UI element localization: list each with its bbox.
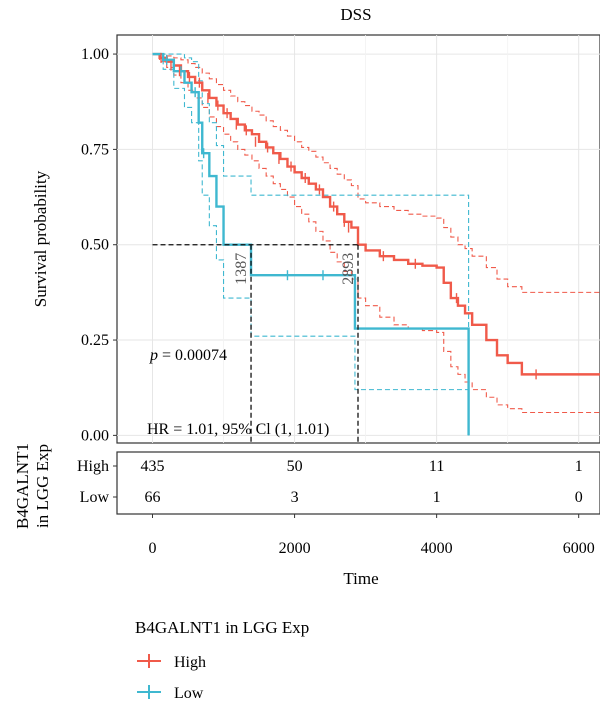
legend-title: B4GALNT1 in LGG Exp xyxy=(135,618,309,637)
low-ci-lower xyxy=(152,53,470,436)
chart-title: DSS xyxy=(340,5,371,24)
high-ci-upper xyxy=(152,53,600,293)
x-axis-ticks: 0 2000 4000 6000 xyxy=(149,514,595,557)
median-low-label: 1387 xyxy=(233,253,250,285)
x-axis-label: Time xyxy=(343,569,378,588)
p-value-annotation: p = 0.00074 xyxy=(149,347,227,364)
risk-count-low: 66 xyxy=(145,489,161,506)
x-tick-label: 0 xyxy=(149,540,157,557)
median-high-label: 2893 xyxy=(340,253,357,285)
confidence-bands xyxy=(152,53,600,436)
y-axis-ticks: 0.00 0.25 0.50 0.75 1.00 xyxy=(81,46,117,444)
legend: B4GALNT1 in LGG Exp High Low xyxy=(135,618,309,702)
x-tick-label: 6000 xyxy=(563,540,595,557)
risk-table-ylabel-line2: in LGG Exp xyxy=(33,444,52,528)
risk-count-low: 3 xyxy=(291,489,299,506)
survival-curves xyxy=(152,52,600,436)
p-value-symbol: p xyxy=(149,347,158,364)
risk-count-low: 1 xyxy=(433,489,441,506)
y-tick-label: 0.50 xyxy=(81,237,109,254)
risk-table-border xyxy=(116,451,600,515)
y-tick-label: 0.75 xyxy=(81,141,109,158)
p-value-text: = 0.00074 xyxy=(158,347,227,364)
risk-count-high: 11 xyxy=(429,458,444,475)
x-tick-label: 2000 xyxy=(279,540,311,557)
y-tick-label: 0.00 xyxy=(81,427,109,444)
risk-row-name: High xyxy=(77,458,109,475)
y-axis-label: Survival probability xyxy=(31,170,50,307)
risk-row-name: Low xyxy=(80,489,110,506)
low-ci-upper xyxy=(152,53,470,436)
low-survival-curve xyxy=(152,52,470,436)
legend-label-low: Low xyxy=(174,685,204,702)
risk-count-high: 1 xyxy=(575,458,583,475)
y-tick-label: 0.25 xyxy=(81,332,109,349)
y-tick-label: 1.00 xyxy=(81,46,109,63)
survival-plot-panel: 1387 2893 p = 0.00074 HR = 1.01, 95% Cl (… xyxy=(116,34,600,444)
high-survival-curve xyxy=(152,52,600,376)
legend-items: High Low xyxy=(137,654,206,702)
risk-table-ylabel-line1: B4GALNT1 xyxy=(13,443,32,529)
censor-marks xyxy=(160,52,537,380)
risk-count-high: 435 xyxy=(141,458,165,475)
hazard-ratio-annotation: HR = 1.01, 95% Cl (1, 1.01) xyxy=(147,421,329,438)
high-ci-lower xyxy=(152,53,600,414)
risk-count-low: 0 xyxy=(575,489,583,506)
legend-label-high: High xyxy=(174,654,206,671)
x-tick-label: 4000 xyxy=(421,540,453,557)
median-reference-lines: 1387 2893 xyxy=(152,244,359,443)
risk-count-high: 50 xyxy=(287,458,303,475)
